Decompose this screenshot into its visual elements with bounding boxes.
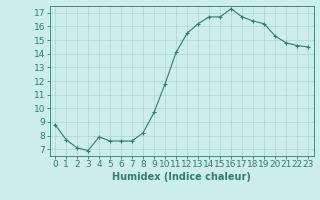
X-axis label: Humidex (Indice chaleur): Humidex (Indice chaleur) [112,172,251,182]
